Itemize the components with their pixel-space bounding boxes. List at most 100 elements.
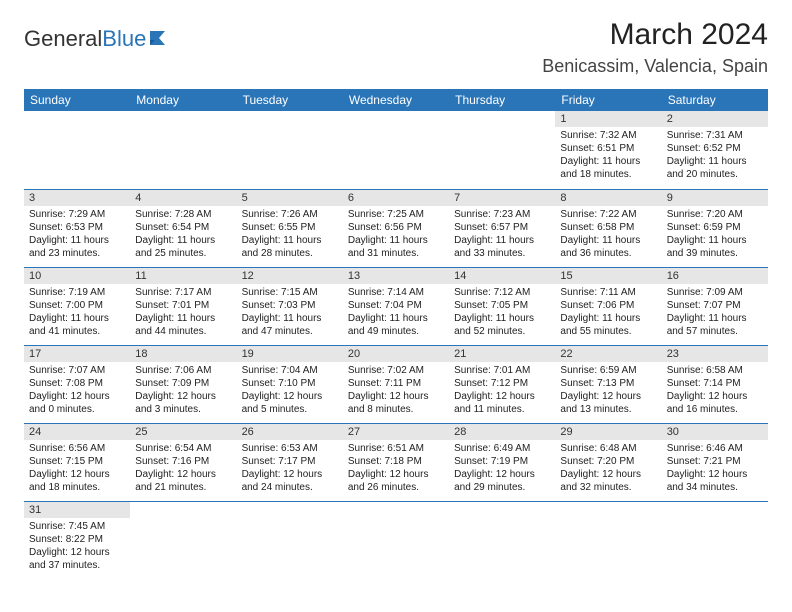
day-details: Sunrise: 6:56 AMSunset: 7:15 PMDaylight:… (24, 440, 130, 498)
calendar-cell (130, 501, 236, 579)
month-title: March 2024 (542, 18, 768, 52)
day-number: 31 (24, 502, 130, 518)
day-number: 22 (555, 346, 661, 362)
day-details: Sunrise: 6:48 AMSunset: 7:20 PMDaylight:… (555, 440, 661, 498)
day-number: 26 (237, 424, 343, 440)
day-number: 6 (343, 190, 449, 206)
day-details: Sunrise: 6:58 AMSunset: 7:14 PMDaylight:… (662, 362, 768, 420)
day-number: 16 (662, 268, 768, 284)
calendar-cell: 11Sunrise: 7:17 AMSunset: 7:01 PMDayligh… (130, 267, 236, 345)
calendar-cell: 25Sunrise: 6:54 AMSunset: 7:16 PMDayligh… (130, 423, 236, 501)
location: Benicassim, Valencia, Spain (542, 56, 768, 77)
day-details: Sunrise: 6:54 AMSunset: 7:16 PMDaylight:… (130, 440, 236, 498)
logo-flag-icon (149, 29, 175, 47)
logo: GeneralBlue (24, 18, 175, 52)
day-number: 3 (24, 190, 130, 206)
day-number: 18 (130, 346, 236, 362)
day-number: 25 (130, 424, 236, 440)
calendar-cell: 4Sunrise: 7:28 AMSunset: 6:54 PMDaylight… (130, 189, 236, 267)
day-number: 27 (343, 424, 449, 440)
day-details: Sunrise: 7:26 AMSunset: 6:55 PMDaylight:… (237, 206, 343, 264)
calendar-cell: 14Sunrise: 7:12 AMSunset: 7:05 PMDayligh… (449, 267, 555, 345)
day-number: 13 (343, 268, 449, 284)
day-details: Sunrise: 7:07 AMSunset: 7:08 PMDaylight:… (24, 362, 130, 420)
day-details: Sunrise: 7:14 AMSunset: 7:04 PMDaylight:… (343, 284, 449, 342)
weekday-header: Thursday (449, 89, 555, 111)
calendar-cell: 6Sunrise: 7:25 AMSunset: 6:56 PMDaylight… (343, 189, 449, 267)
day-number: 17 (24, 346, 130, 362)
day-details: Sunrise: 7:22 AMSunset: 6:58 PMDaylight:… (555, 206, 661, 264)
day-details: Sunrise: 7:25 AMSunset: 6:56 PMDaylight:… (343, 206, 449, 264)
day-details: Sunrise: 7:32 AMSunset: 6:51 PMDaylight:… (555, 127, 661, 185)
day-details: Sunrise: 7:04 AMSunset: 7:10 PMDaylight:… (237, 362, 343, 420)
day-details: Sunrise: 6:49 AMSunset: 7:19 PMDaylight:… (449, 440, 555, 498)
calendar-cell: 9Sunrise: 7:20 AMSunset: 6:59 PMDaylight… (662, 189, 768, 267)
calendar-cell (449, 111, 555, 189)
day-details: Sunrise: 6:46 AMSunset: 7:21 PMDaylight:… (662, 440, 768, 498)
calendar-cell: 19Sunrise: 7:04 AMSunset: 7:10 PMDayligh… (237, 345, 343, 423)
calendar-cell: 20Sunrise: 7:02 AMSunset: 7:11 PMDayligh… (343, 345, 449, 423)
weekday-header: Wednesday (343, 89, 449, 111)
day-number: 21 (449, 346, 555, 362)
calendar-cell: 8Sunrise: 7:22 AMSunset: 6:58 PMDaylight… (555, 189, 661, 267)
day-details: Sunrise: 6:59 AMSunset: 7:13 PMDaylight:… (555, 362, 661, 420)
weekday-header: Friday (555, 89, 661, 111)
day-details: Sunrise: 7:19 AMSunset: 7:00 PMDaylight:… (24, 284, 130, 342)
day-number: 20 (343, 346, 449, 362)
calendar-cell: 24Sunrise: 6:56 AMSunset: 7:15 PMDayligh… (24, 423, 130, 501)
day-details: Sunrise: 6:53 AMSunset: 7:17 PMDaylight:… (237, 440, 343, 498)
calendar-cell: 27Sunrise: 6:51 AMSunset: 7:18 PMDayligh… (343, 423, 449, 501)
calendar-cell (555, 501, 661, 579)
title-block: March 2024 Benicassim, Valencia, Spain (542, 18, 768, 77)
calendar-cell: 3Sunrise: 7:29 AMSunset: 6:53 PMDaylight… (24, 189, 130, 267)
day-number: 24 (24, 424, 130, 440)
day-number: 19 (237, 346, 343, 362)
calendar-cell: 26Sunrise: 6:53 AMSunset: 7:17 PMDayligh… (237, 423, 343, 501)
day-details: Sunrise: 7:01 AMSunset: 7:12 PMDaylight:… (449, 362, 555, 420)
calendar-cell: 28Sunrise: 6:49 AMSunset: 7:19 PMDayligh… (449, 423, 555, 501)
logo-word-1: General (24, 26, 102, 52)
calendar-cell: 10Sunrise: 7:19 AMSunset: 7:00 PMDayligh… (24, 267, 130, 345)
calendar-cell (24, 111, 130, 189)
weekday-header: Monday (130, 89, 236, 111)
weekday-header: Tuesday (237, 89, 343, 111)
day-details: Sunrise: 7:09 AMSunset: 7:07 PMDaylight:… (662, 284, 768, 342)
calendar-header-row: SundayMondayTuesdayWednesdayThursdayFrid… (24, 89, 768, 111)
day-details: Sunrise: 7:29 AMSunset: 6:53 PMDaylight:… (24, 206, 130, 264)
day-details: Sunrise: 7:11 AMSunset: 7:06 PMDaylight:… (555, 284, 661, 342)
calendar-cell (130, 111, 236, 189)
calendar-cell (343, 111, 449, 189)
calendar-cell: 31Sunrise: 7:45 AMSunset: 8:22 PMDayligh… (24, 501, 130, 579)
day-number: 29 (555, 424, 661, 440)
day-details: Sunrise: 7:12 AMSunset: 7:05 PMDaylight:… (449, 284, 555, 342)
calendar-cell: 23Sunrise: 6:58 AMSunset: 7:14 PMDayligh… (662, 345, 768, 423)
day-details: Sunrise: 7:23 AMSunset: 6:57 PMDaylight:… (449, 206, 555, 264)
calendar-cell: 12Sunrise: 7:15 AMSunset: 7:03 PMDayligh… (237, 267, 343, 345)
day-details: Sunrise: 7:15 AMSunset: 7:03 PMDaylight:… (237, 284, 343, 342)
calendar-body: 1Sunrise: 7:32 AMSunset: 6:51 PMDaylight… (24, 111, 768, 579)
calendar-cell (449, 501, 555, 579)
calendar-cell: 22Sunrise: 6:59 AMSunset: 7:13 PMDayligh… (555, 345, 661, 423)
day-number: 2 (662, 111, 768, 127)
calendar-cell (237, 501, 343, 579)
calendar-table: SundayMondayTuesdayWednesdayThursdayFrid… (24, 89, 768, 579)
calendar-cell: 16Sunrise: 7:09 AMSunset: 7:07 PMDayligh… (662, 267, 768, 345)
day-number: 8 (555, 190, 661, 206)
calendar-cell: 29Sunrise: 6:48 AMSunset: 7:20 PMDayligh… (555, 423, 661, 501)
day-number: 10 (24, 268, 130, 284)
day-number: 5 (237, 190, 343, 206)
weekday-header: Sunday (24, 89, 130, 111)
calendar-cell: 18Sunrise: 7:06 AMSunset: 7:09 PMDayligh… (130, 345, 236, 423)
calendar-cell (343, 501, 449, 579)
day-details: Sunrise: 7:17 AMSunset: 7:01 PMDaylight:… (130, 284, 236, 342)
calendar-cell (662, 501, 768, 579)
day-details: Sunrise: 7:31 AMSunset: 6:52 PMDaylight:… (662, 127, 768, 185)
day-number: 23 (662, 346, 768, 362)
calendar-cell: 7Sunrise: 7:23 AMSunset: 6:57 PMDaylight… (449, 189, 555, 267)
day-number: 7 (449, 190, 555, 206)
day-number: 1 (555, 111, 661, 127)
day-number: 9 (662, 190, 768, 206)
calendar-cell: 30Sunrise: 6:46 AMSunset: 7:21 PMDayligh… (662, 423, 768, 501)
day-number: 15 (555, 268, 661, 284)
calendar-cell: 13Sunrise: 7:14 AMSunset: 7:04 PMDayligh… (343, 267, 449, 345)
